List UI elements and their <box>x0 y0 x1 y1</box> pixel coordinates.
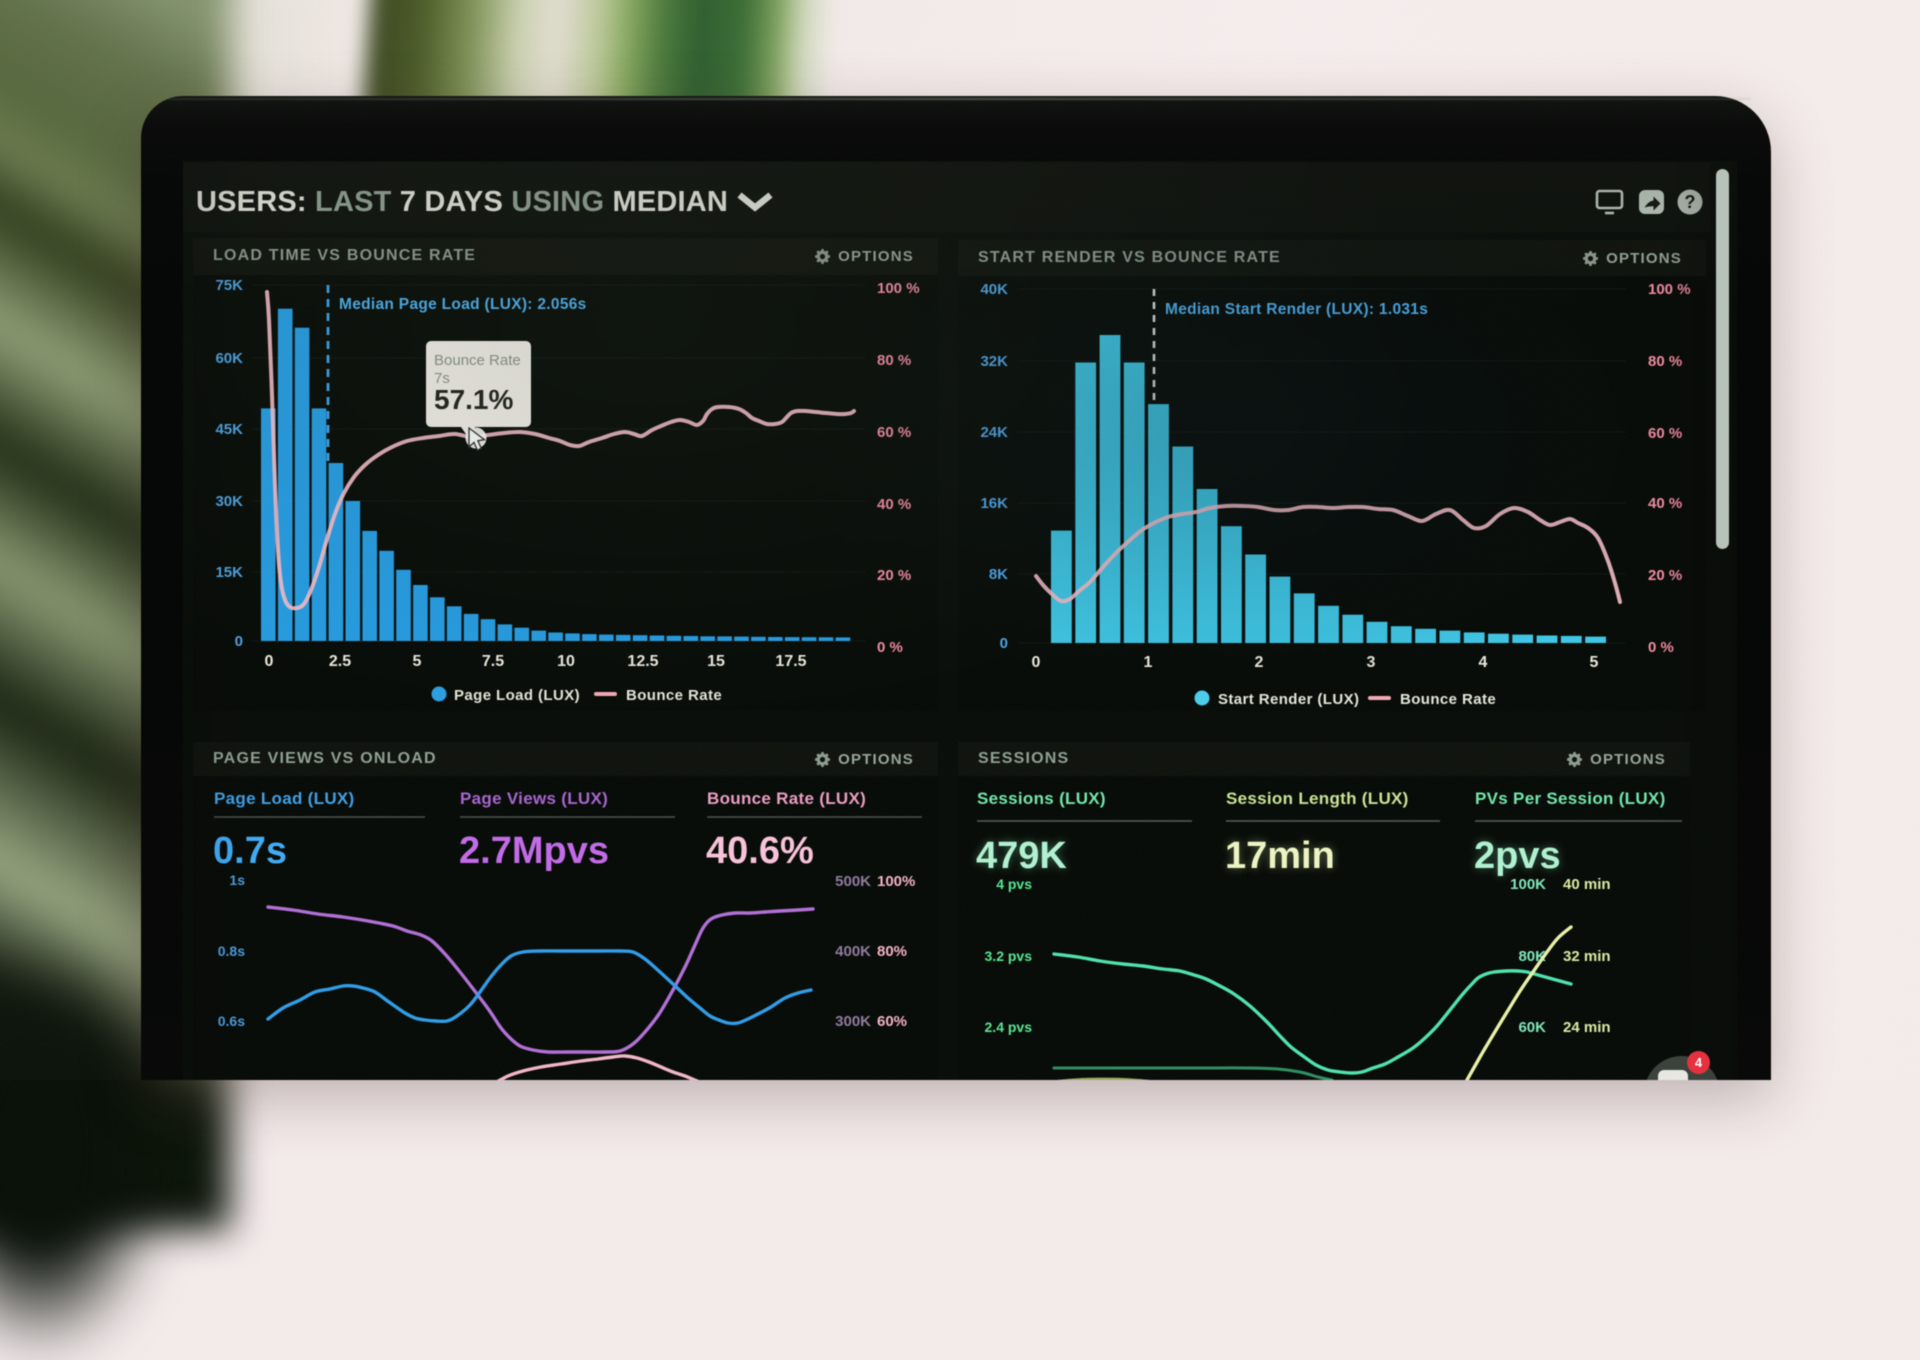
svg-text:60 %: 60 % <box>877 424 911 441</box>
svg-text:16K: 16K <box>980 495 1008 512</box>
svg-text:40 %: 40 % <box>1648 495 1682 512</box>
svg-text:30K: 30K <box>215 493 243 510</box>
svg-text:100K: 100K <box>1510 876 1546 893</box>
svg-text:500K: 500K <box>835 873 871 890</box>
svg-text:80%: 80% <box>877 943 907 960</box>
svg-text:60K: 60K <box>1518 1019 1546 1036</box>
svg-text:15: 15 <box>707 653 725 670</box>
svg-text:0: 0 <box>1000 635 1008 652</box>
svg-text:0.6s: 0.6s <box>218 1013 245 1029</box>
svg-text:400K: 400K <box>835 943 871 960</box>
svg-text:24K: 24K <box>980 424 1008 441</box>
svg-text:40K: 40K <box>980 281 1008 298</box>
svg-text:Session Length (LUX): Session Length (LUX) <box>1226 789 1409 808</box>
svg-text:45K: 45K <box>215 421 243 438</box>
svg-text:Sessions (LUX): Sessions (LUX) <box>977 789 1106 808</box>
svg-text:100 %: 100 % <box>1648 281 1691 298</box>
svg-text:5: 5 <box>413 653 422 670</box>
svg-text:80 %: 80 % <box>1648 353 1682 370</box>
svg-text:75K: 75K <box>215 277 243 294</box>
svg-text:12.5: 12.5 <box>627 653 658 670</box>
svg-text:3.2 pvs: 3.2 pvs <box>985 948 1033 964</box>
svg-text:60 %: 60 % <box>1648 425 1682 442</box>
svg-text:Bounce Rate: Bounce Rate <box>626 687 722 704</box>
svg-text:4: 4 <box>1479 654 1488 671</box>
svg-text:0: 0 <box>1032 654 1041 671</box>
svg-text:Page Load (LUX): Page Load (LUX) <box>214 789 355 808</box>
svg-text:PVs Per Session (LUX): PVs Per Session (LUX) <box>1475 789 1666 808</box>
svg-text:40 min: 40 min <box>1563 876 1611 893</box>
svg-text:Median Page Load (LUX): 2.056s: Median Page Load (LUX): 2.056s <box>339 296 587 313</box>
svg-text:Bounce Rate: Bounce Rate <box>434 352 521 369</box>
svg-text:?: ? <box>1685 192 1696 212</box>
svg-text:Bounce Rate: Bounce Rate <box>1400 691 1496 708</box>
svg-text:100%: 100% <box>877 873 915 890</box>
svg-text:40 %: 40 % <box>877 496 911 513</box>
svg-text:32K: 32K <box>980 353 1008 370</box>
svg-text:Page Views (LUX): Page Views (LUX) <box>460 789 608 808</box>
svg-text:15K: 15K <box>215 564 243 581</box>
svg-text:10: 10 <box>557 653 575 670</box>
svg-text:20 %: 20 % <box>877 567 911 584</box>
svg-text:0.7s: 0.7s <box>213 830 287 872</box>
svg-text:2pvs: 2pvs <box>1474 835 1561 877</box>
svg-text:60K: 60K <box>215 350 243 367</box>
svg-text:7.5: 7.5 <box>482 653 504 670</box>
svg-text:1s: 1s <box>229 872 245 888</box>
svg-text:5: 5 <box>1590 654 1599 671</box>
svg-text:8K: 8K <box>989 566 1008 583</box>
svg-text:2: 2 <box>1255 654 1264 671</box>
svg-text:1: 1 <box>1144 654 1153 671</box>
svg-text:0: 0 <box>265 653 274 670</box>
svg-text:0 %: 0 % <box>877 639 903 656</box>
svg-text:Page Load (LUX): Page Load (LUX) <box>454 687 580 704</box>
svg-text:3: 3 <box>1367 654 1376 671</box>
svg-text:80 %: 80 % <box>877 352 911 369</box>
svg-text:2.7Mpvs: 2.7Mpvs <box>459 830 609 872</box>
svg-text:17.5: 17.5 <box>775 653 806 670</box>
svg-text:24 min: 24 min <box>1563 1019 1611 1036</box>
svg-text:4 pvs: 4 pvs <box>996 876 1032 892</box>
svg-text:Bounce Rate (LUX): Bounce Rate (LUX) <box>707 789 866 808</box>
svg-text:20 %: 20 % <box>1648 567 1682 584</box>
svg-text:57.1%: 57.1% <box>434 384 513 415</box>
svg-text:Start Render (LUX): Start Render (LUX) <box>1218 691 1359 708</box>
svg-text:0: 0 <box>235 633 243 650</box>
svg-text:0 %: 0 % <box>1648 639 1674 656</box>
svg-text:32 min: 32 min <box>1563 948 1611 965</box>
svg-text:0.8s: 0.8s <box>218 943 245 959</box>
svg-text:100 %: 100 % <box>877 280 920 297</box>
svg-text:60%: 60% <box>877 1013 907 1030</box>
svg-text:40.6%: 40.6% <box>706 830 814 872</box>
svg-text:2.5: 2.5 <box>329 653 351 670</box>
svg-text:Median Start Render (LUX): 1.0: Median Start Render (LUX): 1.031s <box>1165 301 1428 318</box>
svg-text:300K: 300K <box>835 1013 871 1030</box>
svg-text:2.4 pvs: 2.4 pvs <box>985 1019 1033 1035</box>
svg-text:17min: 17min <box>1225 835 1335 877</box>
svg-text:479K: 479K <box>976 835 1067 877</box>
